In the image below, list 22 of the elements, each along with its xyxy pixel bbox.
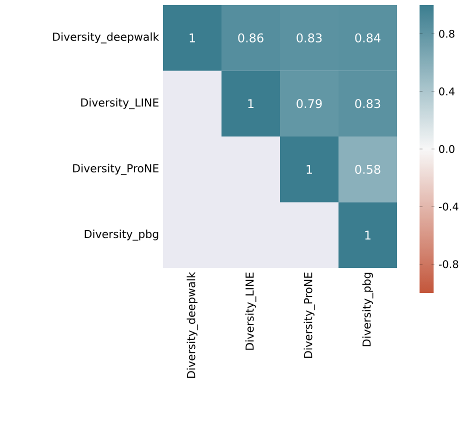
x-tick-label: Diversity_LINE	[245, 272, 256, 350]
data-label: 1	[306, 165, 312, 174]
color-bar-label: -0.8	[438, 260, 458, 268]
data-label: 1	[248, 99, 254, 108]
data-label: 1	[365, 230, 370, 240]
color-bar-label: 0.4	[439, 87, 455, 96]
color-bar-label: -0.4	[438, 202, 458, 211]
y-tick-label: Diversity_ProNE	[73, 164, 158, 175]
y-tick-label: Diversity_deepwalk	[53, 32, 160, 44]
data-label: 0.58	[355, 164, 380, 174]
data-label: 0.79	[296, 99, 322, 108]
color-bar-label: 0.8	[439, 30, 454, 38]
data-label: 0.83	[355, 99, 380, 108]
x-tick-label: Diversity_pbg	[362, 272, 374, 346]
y-tick-label: Diversity_pbg	[84, 230, 158, 241]
data-label: 0.84	[355, 33, 380, 42]
data-label: 1	[190, 34, 195, 42]
data-label: 0.83	[296, 33, 322, 42]
data-label: 0.86	[238, 33, 264, 42]
y-tick-label: Diversity_LINE	[81, 98, 158, 110]
color-bar-label: 0.0	[439, 145, 454, 153]
x-tick-label: Diversity_ProNE	[304, 272, 315, 358]
